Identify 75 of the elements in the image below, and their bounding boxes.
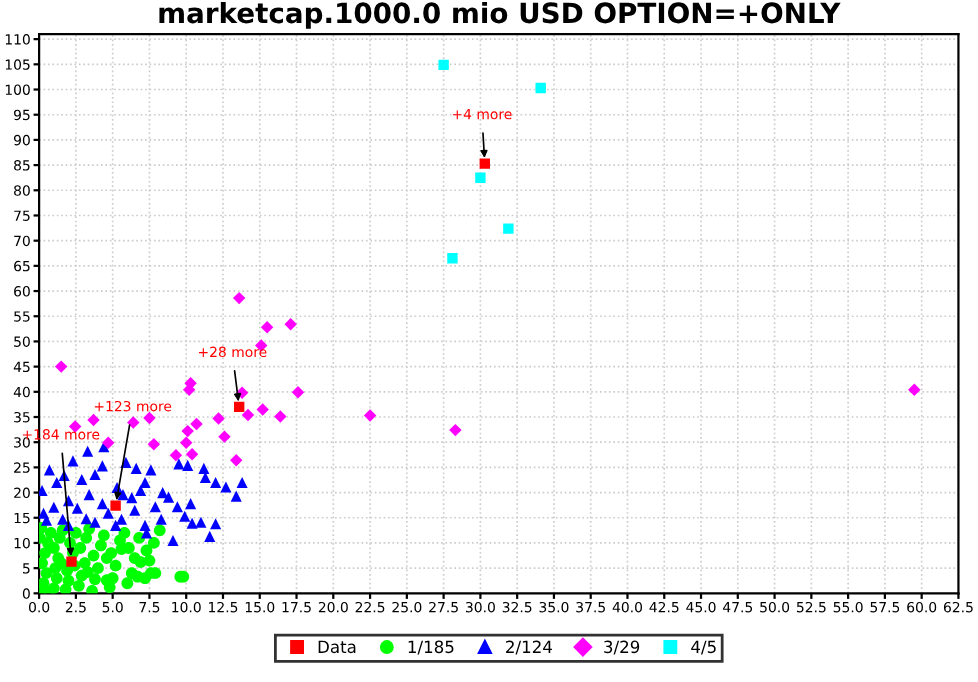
point: [291, 386, 305, 399]
point: [89, 516, 101, 528]
point: [182, 383, 196, 397]
point: [438, 59, 449, 71]
point: [169, 449, 183, 462]
point: [155, 513, 167, 525]
point: [167, 534, 179, 546]
point: [363, 409, 377, 422]
legend-label: Data: [318, 640, 356, 654]
point: [447, 253, 458, 264]
point: [180, 436, 193, 449]
point: [185, 498, 197, 510]
point: [76, 473, 88, 486]
point: [117, 489, 129, 501]
point: [232, 291, 246, 305]
point: [127, 416, 140, 429]
point: [479, 158, 490, 169]
point: [51, 476, 63, 489]
point: [230, 454, 243, 467]
point: [82, 445, 94, 457]
point: [186, 517, 198, 529]
point: [89, 468, 101, 480]
point: [182, 459, 194, 471]
point: [535, 82, 546, 94]
legend-label: 3/29: [604, 640, 640, 655]
point: [163, 491, 175, 503]
point: [110, 519, 122, 531]
point: [171, 501, 183, 513]
point: [236, 476, 248, 489]
point: [102, 507, 114, 519]
point: [71, 502, 83, 514]
point: [66, 556, 77, 567]
point: [83, 489, 95, 501]
point: [54, 360, 68, 373]
legend-label: 2/124: [506, 640, 552, 655]
point: [241, 408, 255, 422]
point: [218, 430, 231, 443]
point: [147, 438, 161, 451]
legend-label: 1/185: [408, 640, 454, 655]
point: [449, 423, 462, 437]
point: [198, 462, 210, 474]
point: [149, 501, 161, 513]
point: [143, 411, 156, 425]
point: [233, 401, 245, 413]
point: [181, 424, 194, 438]
point: [102, 436, 115, 449]
legend-label: 4/5: [691, 640, 716, 655]
point: [139, 476, 151, 489]
point: [87, 413, 100, 427]
point: [129, 504, 141, 516]
point: [39, 485, 48, 497]
point: [110, 500, 121, 511]
point: [185, 448, 199, 461]
point: [204, 530, 216, 542]
point: [135, 485, 147, 497]
point: [210, 518, 222, 530]
point: [220, 481, 232, 493]
point: [190, 417, 203, 431]
point: [256, 403, 269, 416]
point: [195, 516, 207, 528]
point: [230, 490, 242, 502]
point: [48, 501, 60, 513]
point: [260, 321, 274, 334]
point: [130, 462, 142, 474]
point: [908, 383, 921, 397]
point: [284, 318, 297, 331]
point: [503, 223, 514, 234]
chart-title: marketcap.1000.0 mio USD OPTION=+ONLY: [159, 1, 841, 29]
point: [179, 510, 191, 522]
point: [210, 476, 222, 489]
point: [212, 412, 225, 425]
point: [274, 410, 287, 423]
point: [475, 172, 486, 183]
point: [96, 498, 108, 510]
point: [67, 455, 79, 467]
